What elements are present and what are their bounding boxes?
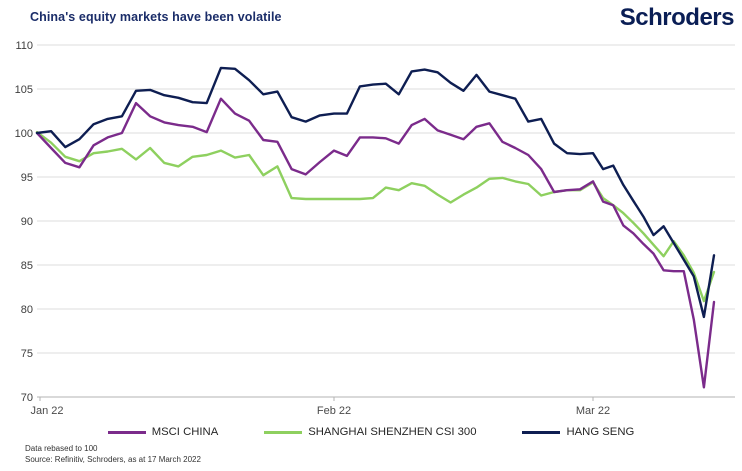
footnote-rebased: Data rebased to 100 (25, 444, 98, 453)
schroders-logo: Schroders (619, 4, 735, 31)
legend-label: MSCI CHINA (151, 426, 219, 438)
x-tick-label-0: Jan 22 (30, 405, 63, 417)
chart-legend: MSCI CHINA SHANGHAI SHENZHEN CSI 300 HANG … (0, 426, 742, 438)
y-tick-label-85: 85 (21, 260, 33, 272)
legend-item-shanghai-shenzhen-csi-300: SHANGHAI SHENZHEN CSI 300 (264, 426, 476, 438)
series-line-hang-seng (35, 66, 716, 319)
x-tick-label-1: Feb 22 (317, 405, 351, 417)
x-tick-label-2: Mar 22 (576, 405, 610, 417)
line-chart: 70 75 80 85 90 95 100 105 110 Jan 22 Feb 22 Mar 22 (15, 40, 735, 417)
legend-label: SHANGHAI SHENZHEN CSI 300 (308, 426, 477, 438)
legend-swatch (264, 430, 303, 434)
legend-swatch (522, 430, 561, 434)
y-tick-label-80: 80 (21, 304, 33, 316)
chart-footnotes: Data rebased to 100 Source: Refinitiv, S… (25, 444, 201, 465)
legend-label: HANG SENG (566, 426, 635, 438)
legend-item-msci-china: MSCI CHINA (107, 426, 219, 438)
y-tick-label-70: 70 (21, 392, 33, 404)
legend-swatch (107, 430, 146, 434)
y-tick-label-75: 75 (21, 348, 33, 360)
y-tick-label-110: 110 (15, 40, 33, 52)
y-tick-label-90: 90 (21, 216, 33, 228)
series-line-shanghai-shenzhen-csi-300 (35, 130, 716, 303)
y-tick-label-105: 105 (15, 84, 33, 96)
series-line-msci-china (35, 97, 716, 389)
legend-item-hang-seng: HANG SENG (522, 426, 634, 438)
page-title: China's equity markets have been volatil… (30, 10, 282, 24)
chart-canvas: 70 75 80 85 90 95 100 105 110 Jan 22 Feb 22 Mar 22 (15, 40, 735, 417)
y-tick-label-95: 95 (21, 172, 33, 184)
footnote-source: Source: Refinitiv, Schroders, as at 17 M… (25, 454, 201, 464)
y-tick-label-100: 100 (15, 128, 33, 140)
